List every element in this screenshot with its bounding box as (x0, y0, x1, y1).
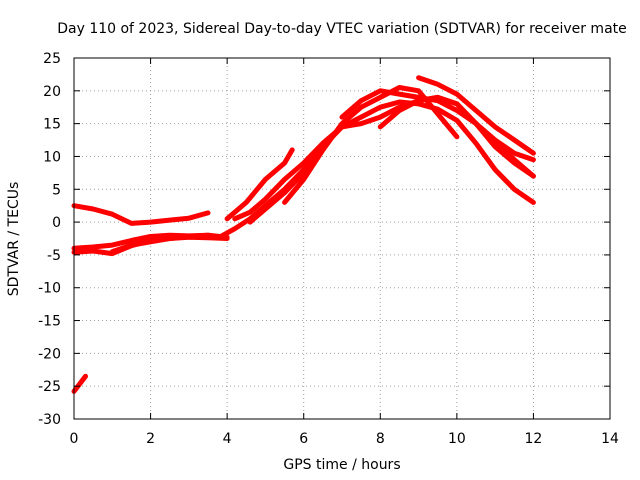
y-tick-label: 15 (43, 117, 61, 133)
x-axis-label: GPS time / hours (283, 457, 400, 473)
axis-ticks: 0 2 4 6 8 10 12 14 -30 -25 -20 -15 -10 -5 0 5 10 15 20 25 (38, 51, 619, 447)
y-tick-label: -30 (38, 412, 61, 428)
y-tick-label: -20 (38, 346, 61, 362)
x-tick-label: 12 (525, 431, 543, 447)
series-line-sat-b (71, 203, 211, 226)
series-line-sat-f (224, 147, 295, 222)
y-tick-label: 0 (52, 215, 61, 231)
series-line-sat-l (416, 75, 536, 156)
y-tick-label: -5 (47, 248, 61, 264)
series-layer (71, 75, 536, 394)
series-line-sat-i (282, 85, 460, 205)
series-line-sat-g (232, 99, 536, 222)
x-tick-label: 4 (223, 431, 232, 447)
y-tick-label: -25 (38, 379, 61, 395)
x-tick-label: 0 (70, 431, 79, 447)
chart-title: Day 110 of 2023, Sidereal Day-to-day VTE… (57, 21, 627, 37)
x-tick-label: 6 (299, 431, 308, 447)
plot-frame (73, 57, 611, 420)
series-line-sat-j (339, 88, 536, 163)
x-tick-label: 14 (601, 431, 619, 447)
x-tick-label: 8 (376, 431, 385, 447)
x-tick-label: 10 (448, 431, 466, 447)
y-tick-label: 5 (52, 182, 61, 198)
series-line-sat-k (377, 94, 536, 179)
series-line-sat-e (109, 127, 341, 255)
y-tick-label: 20 (43, 84, 61, 100)
y-tick-label: 10 (43, 149, 61, 165)
y-tick-label: -10 (38, 281, 61, 297)
y-axis-label: SDTVAR / TECUs (6, 182, 22, 297)
y-tick-label: 25 (43, 51, 61, 67)
series-line-sat-a (71, 373, 88, 394)
x-tick-label: 2 (146, 431, 155, 447)
y-tick-label: -15 (38, 314, 61, 330)
